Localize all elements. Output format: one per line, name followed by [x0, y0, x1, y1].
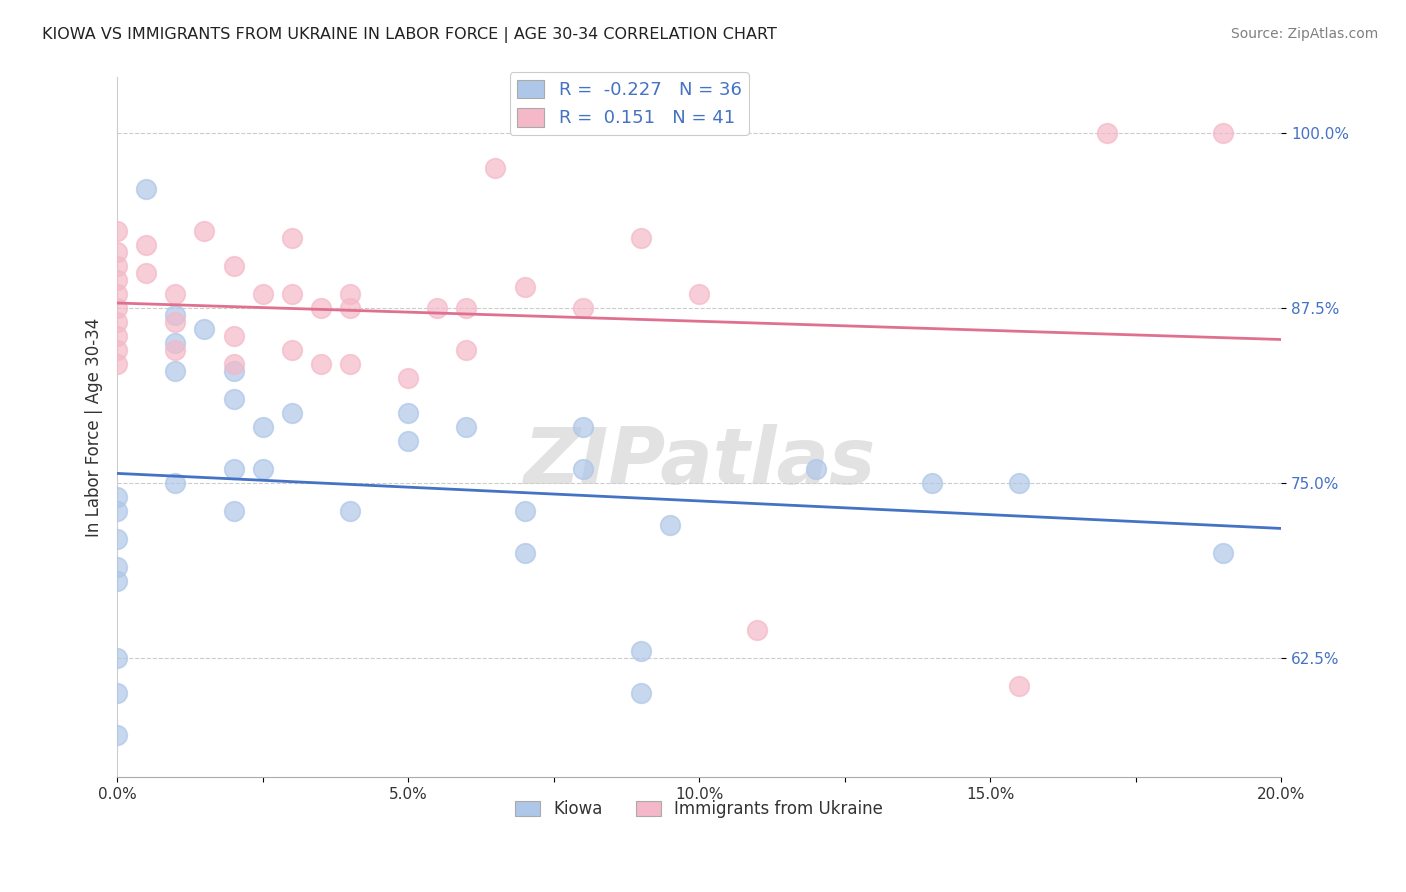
- Point: [193, 224, 215, 238]
- Point: [105, 651, 128, 665]
- Point: [396, 371, 419, 385]
- Point: [339, 287, 361, 301]
- Point: [105, 357, 128, 371]
- Point: [281, 231, 304, 245]
- Point: [105, 532, 128, 546]
- Point: [426, 301, 449, 316]
- Point: [222, 260, 245, 274]
- Point: [309, 301, 332, 316]
- Point: [309, 357, 332, 371]
- Text: ZIPatlas: ZIPatlas: [523, 424, 876, 500]
- Point: [135, 238, 157, 252]
- Point: [193, 322, 215, 336]
- Point: [630, 231, 652, 245]
- Point: [105, 224, 128, 238]
- Point: [571, 462, 593, 476]
- Point: [804, 462, 827, 476]
- Point: [630, 686, 652, 700]
- Point: [105, 301, 128, 316]
- Point: [165, 476, 187, 491]
- Point: [1212, 127, 1234, 141]
- Point: [630, 644, 652, 658]
- Point: [688, 287, 710, 301]
- Point: [105, 490, 128, 504]
- Point: [165, 287, 187, 301]
- Point: [281, 287, 304, 301]
- Point: [281, 343, 304, 358]
- Point: [252, 287, 274, 301]
- Point: [571, 301, 593, 316]
- Point: [105, 728, 128, 742]
- Point: [339, 357, 361, 371]
- Point: [105, 343, 128, 358]
- Point: [339, 301, 361, 316]
- Point: [105, 260, 128, 274]
- Text: Source: ZipAtlas.com: Source: ZipAtlas.com: [1230, 27, 1378, 41]
- Point: [105, 574, 128, 588]
- Point: [222, 462, 245, 476]
- Point: [105, 315, 128, 329]
- Point: [1008, 476, 1031, 491]
- Point: [396, 406, 419, 420]
- Point: [105, 686, 128, 700]
- Point: [252, 462, 274, 476]
- Point: [165, 308, 187, 322]
- Point: [165, 343, 187, 358]
- Point: [222, 329, 245, 343]
- Point: [222, 504, 245, 518]
- Point: [513, 280, 536, 294]
- Point: [484, 161, 506, 176]
- Point: [222, 392, 245, 407]
- Y-axis label: In Labor Force | Age 30-34: In Labor Force | Age 30-34: [86, 318, 103, 537]
- Point: [105, 273, 128, 287]
- Point: [252, 420, 274, 434]
- Point: [339, 504, 361, 518]
- Point: [165, 315, 187, 329]
- Point: [222, 364, 245, 378]
- Point: [747, 623, 769, 637]
- Point: [105, 560, 128, 574]
- Point: [571, 420, 593, 434]
- Point: [281, 406, 304, 420]
- Point: [1095, 127, 1118, 141]
- Point: [456, 343, 478, 358]
- Point: [105, 504, 128, 518]
- Point: [921, 476, 943, 491]
- Point: [513, 504, 536, 518]
- Point: [105, 287, 128, 301]
- Point: [1212, 546, 1234, 560]
- Point: [1008, 679, 1031, 693]
- Point: [456, 301, 478, 316]
- Point: [165, 364, 187, 378]
- Legend: Kiowa, Immigrants from Ukraine: Kiowa, Immigrants from Ukraine: [509, 793, 890, 824]
- Point: [659, 518, 682, 533]
- Point: [135, 266, 157, 280]
- Point: [513, 546, 536, 560]
- Point: [105, 245, 128, 260]
- Point: [135, 182, 157, 196]
- Point: [105, 329, 128, 343]
- Point: [396, 434, 419, 449]
- Point: [165, 336, 187, 351]
- Point: [222, 357, 245, 371]
- Point: [456, 420, 478, 434]
- Text: KIOWA VS IMMIGRANTS FROM UKRAINE IN LABOR FORCE | AGE 30-34 CORRELATION CHART: KIOWA VS IMMIGRANTS FROM UKRAINE IN LABO…: [42, 27, 778, 43]
